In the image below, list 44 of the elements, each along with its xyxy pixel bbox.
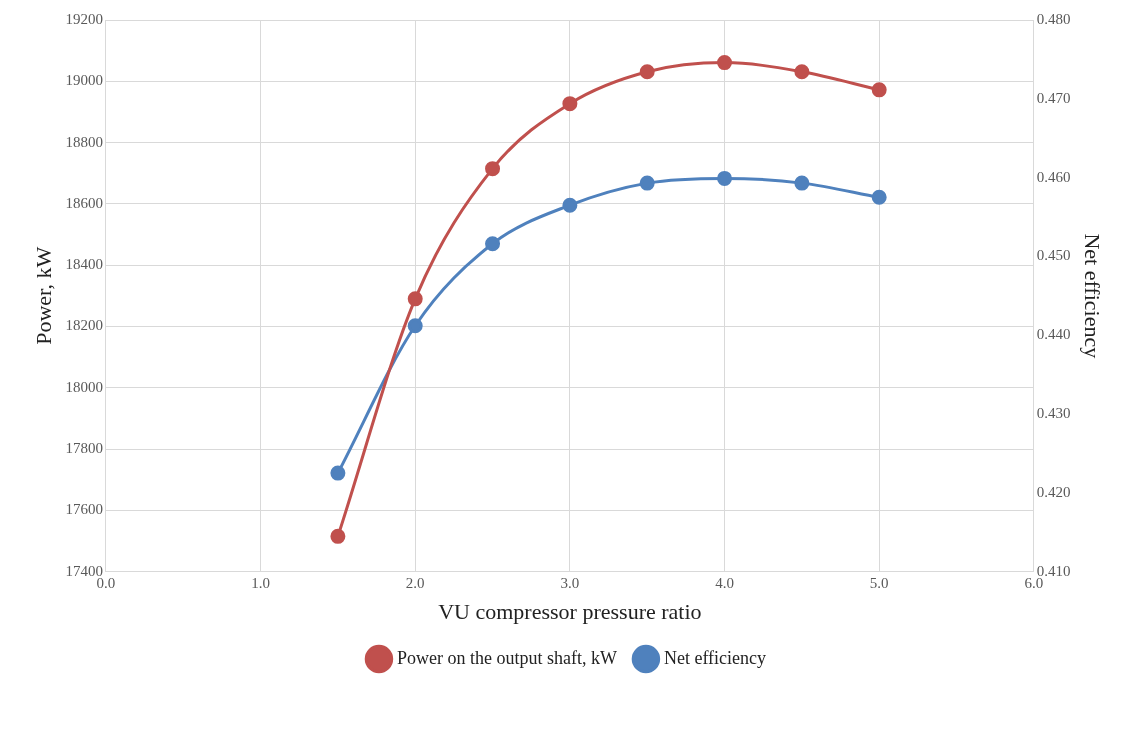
- point: [717, 55, 733, 71]
- point: [562, 197, 578, 213]
- x-tick-label: 4.0: [715, 574, 734, 591]
- y-tick-label: 17400: [65, 562, 103, 579]
- point: [639, 64, 655, 80]
- y-tick-label: 18600: [65, 194, 103, 211]
- legend-label: Net efficiency: [663, 647, 767, 668]
- y2-tick-label: 0.460: [1036, 168, 1071, 185]
- y2-tick-label: 0.480: [1036, 10, 1071, 27]
- point: [871, 82, 887, 98]
- point: [407, 291, 423, 307]
- legend-label: Power on the output shaft, kW: [396, 647, 617, 668]
- y-tick-label: 19200: [65, 10, 103, 27]
- point: [717, 170, 733, 186]
- y2-tick-label: 0.420: [1036, 483, 1071, 500]
- point: [794, 64, 810, 80]
- x-tick-label: 2.0: [405, 574, 425, 591]
- y2-tick-label: 0.430: [1036, 404, 1071, 421]
- x-axis-title: VU compressor pressure ratio: [438, 598, 702, 624]
- point: [485, 236, 501, 252]
- y-tick-label: 18800: [65, 133, 103, 150]
- point: [407, 318, 423, 334]
- point: [330, 528, 346, 544]
- x-tick-label: 3.0: [560, 574, 580, 591]
- point: [485, 161, 501, 177]
- y-axis-title: Power, kW: [30, 246, 56, 345]
- y2-tick-label: 0.440: [1036, 326, 1071, 343]
- y2-axis-title: Net efficiency: [1080, 233, 1106, 359]
- x-tick-label: 5.0: [869, 574, 889, 591]
- point: [639, 175, 655, 191]
- y-tick-label: 18400: [65, 256, 103, 273]
- point: [871, 189, 887, 205]
- y-tick-label: 18000: [65, 378, 103, 395]
- y-tick-label: 17800: [65, 439, 103, 456]
- point: [562, 96, 578, 112]
- y-tick-label: 18200: [65, 317, 103, 334]
- point: [330, 465, 346, 481]
- y-tick-label: 17600: [65, 501, 103, 518]
- point: [794, 175, 810, 191]
- x-tick-label: 1.0: [251, 574, 270, 591]
- y2-tick-label: 0.470: [1036, 89, 1071, 106]
- y2-tick-label: 0.410: [1036, 562, 1071, 579]
- y-tick-label: 19000: [65, 72, 103, 89]
- y2-tick-label: 0.450: [1036, 247, 1071, 264]
